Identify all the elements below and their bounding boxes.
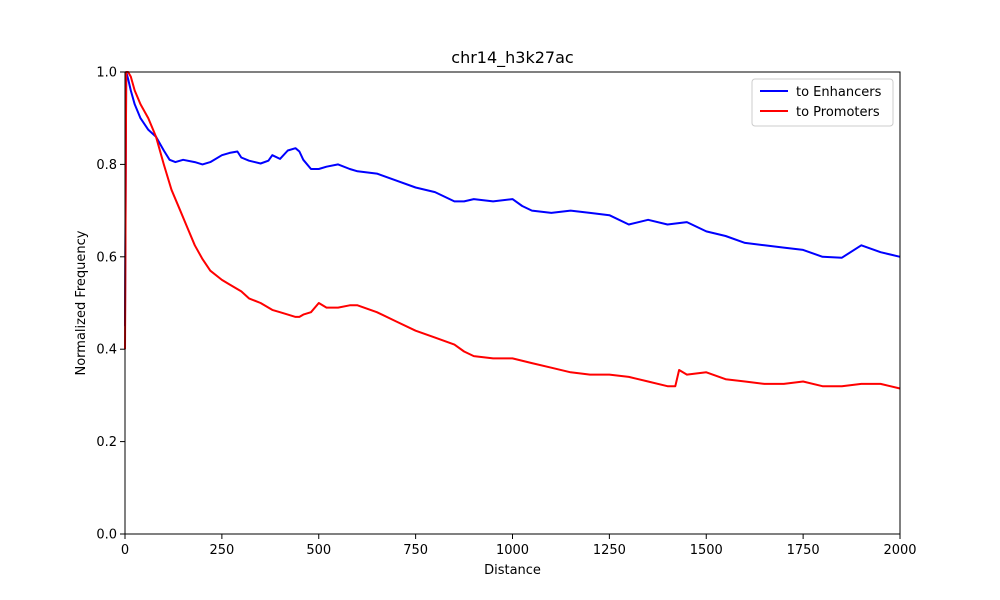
y-tick-label: 0.2: [96, 435, 117, 450]
x-axis: 0 250 500 750 1000 1250 1500 1750 2000: [121, 534, 917, 558]
legend-label-promoters: to Promoters: [796, 105, 880, 120]
x-tick-label: 1500: [690, 543, 723, 558]
x-tick-label: 1250: [593, 543, 626, 558]
y-tick-label: 0.4: [96, 343, 117, 358]
y-tick-label: 1.0: [96, 66, 117, 81]
plot-background: [125, 72, 900, 534]
legend-label-enhancers: to Enhancers: [796, 85, 882, 100]
x-tick-label: 2000: [883, 543, 916, 558]
x-axis-label: Distance: [484, 563, 541, 578]
x-tick-label: 500: [306, 543, 331, 558]
y-axis-label: Normalized Frequency: [74, 230, 89, 375]
chart-title: chr14_h3k27ac: [451, 48, 573, 68]
series-line-1: [124, 71, 901, 390]
y-tick-label: 0.6: [96, 250, 117, 265]
x-tick-label: 0: [121, 543, 129, 558]
series-layer: [124, 71, 901, 390]
y-tick-label: 0.0: [96, 528, 117, 543]
y-axis: 0.0 0.2 0.4 0.6 0.8 1.0: [96, 66, 125, 543]
x-tick-label: 1750: [787, 543, 820, 558]
series-line-0: [124, 71, 901, 327]
x-tick-label: 250: [209, 543, 234, 558]
y-tick-label: 0.8: [96, 158, 117, 173]
x-tick-label: 750: [403, 543, 428, 558]
plot-area: [124, 71, 901, 535]
x-tick-label: 1000: [496, 543, 529, 558]
legend: to Enhancers to Promoters: [751, 78, 894, 127]
